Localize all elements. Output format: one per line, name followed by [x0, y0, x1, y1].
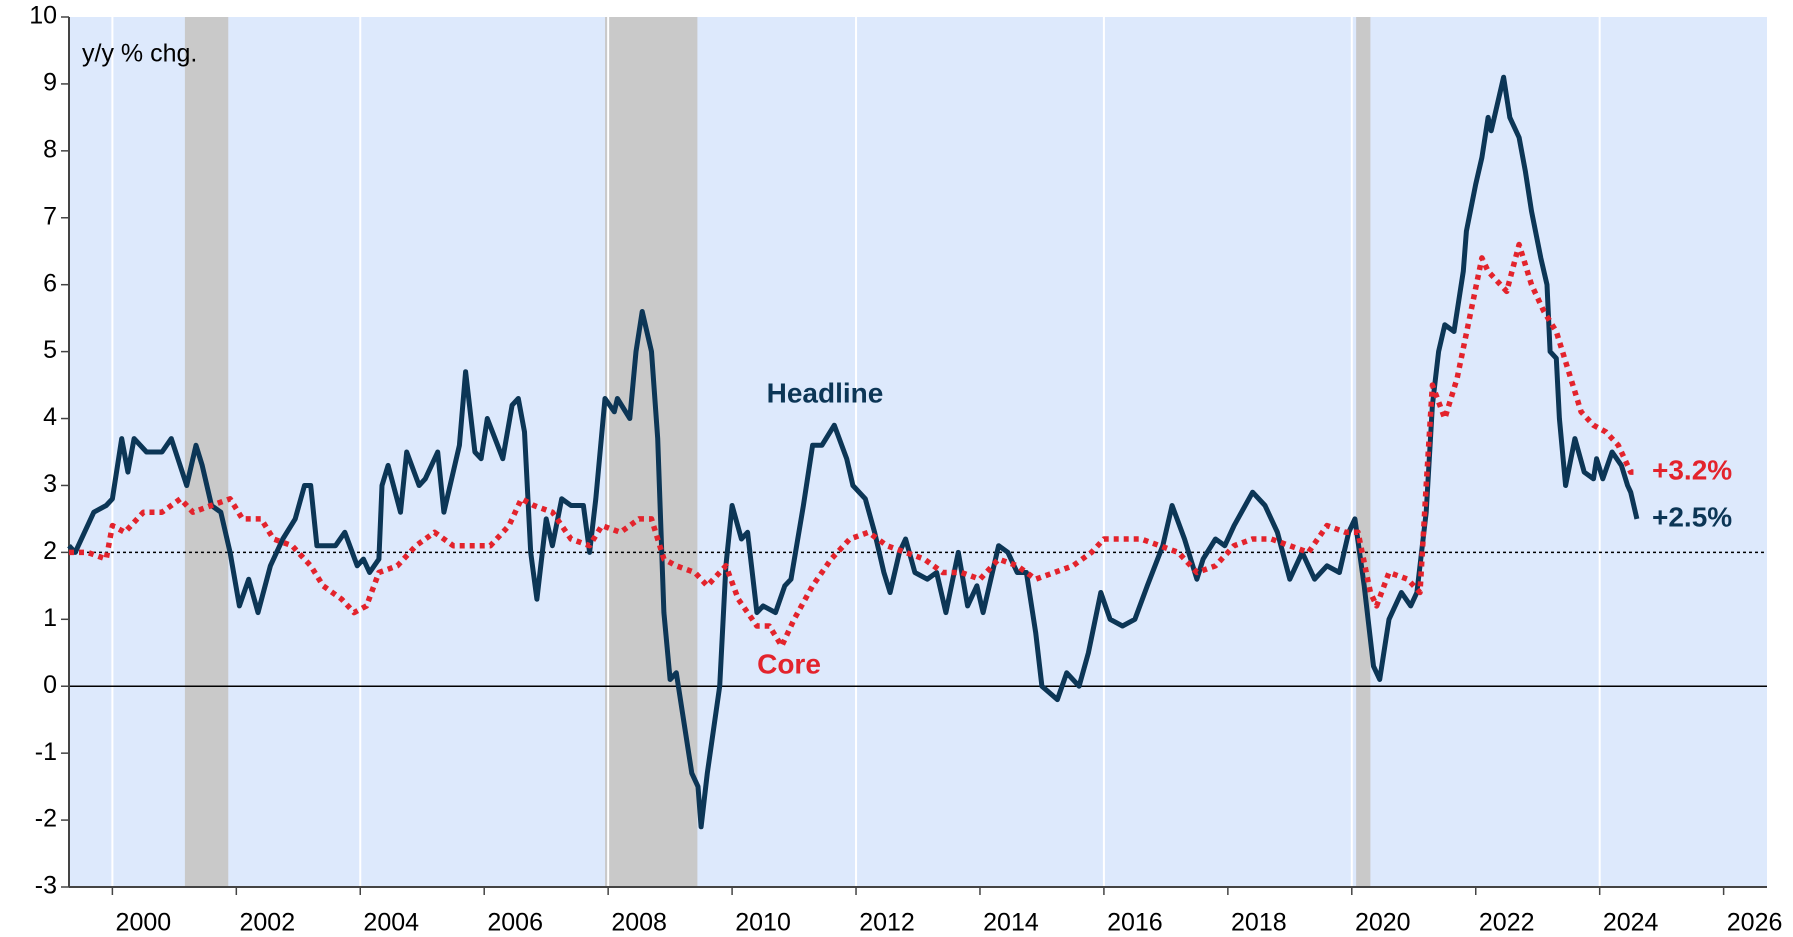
y-tick-label: 2	[43, 537, 57, 565]
y-tick-label: -3	[35, 872, 57, 900]
x-tick-label: 2006	[487, 909, 543, 937]
y-tick-label: 3	[43, 470, 57, 498]
x-tick-label: 2002	[239, 909, 295, 937]
x-tick-label: 2022	[1479, 909, 1535, 937]
x-tick-label: 2014	[983, 909, 1039, 937]
x-tick-label: 2020	[1355, 909, 1411, 937]
y-tick-label: 6	[43, 269, 57, 297]
plot-area	[69, 17, 1767, 887]
y-tick-label: 4	[43, 403, 57, 431]
y-tick-label: 1	[43, 604, 57, 632]
y-tick-label: -2	[35, 805, 57, 833]
x-tick-label: 2024	[1603, 909, 1659, 937]
y-tick-label: 9	[43, 69, 57, 97]
x-tick-label: 2012	[859, 909, 915, 937]
x-tick-label: 2000	[116, 909, 172, 937]
recession-band	[184, 17, 229, 887]
recession-band	[605, 17, 698, 887]
x-tick-label: 2004	[363, 909, 419, 937]
end-value-label: +3.2%	[1652, 454, 1732, 485]
y-tick-label: 10	[29, 2, 57, 30]
series-label: Core	[757, 648, 821, 679]
y-tick-label: -1	[35, 738, 57, 766]
y-tick-label: 7	[43, 202, 57, 230]
end-value-label: +2.5%	[1652, 501, 1732, 532]
x-tick-label: 2018	[1231, 909, 1287, 937]
series-line	[67, 74, 1640, 830]
x-tick-label: 2026	[1727, 909, 1783, 937]
y-axis-label: y/y % chg.	[82, 40, 197, 68]
x-tick-label: 2016	[1107, 909, 1163, 937]
y-tick-label: 5	[43, 336, 57, 364]
y-tick-label: 0	[43, 671, 57, 699]
series-label: Headline	[767, 377, 884, 408]
recession-band	[1356, 17, 1371, 887]
y-tick-label: 8	[43, 135, 57, 163]
x-tick-label: 2008	[611, 909, 667, 937]
x-tick-label: 2010	[735, 909, 791, 937]
